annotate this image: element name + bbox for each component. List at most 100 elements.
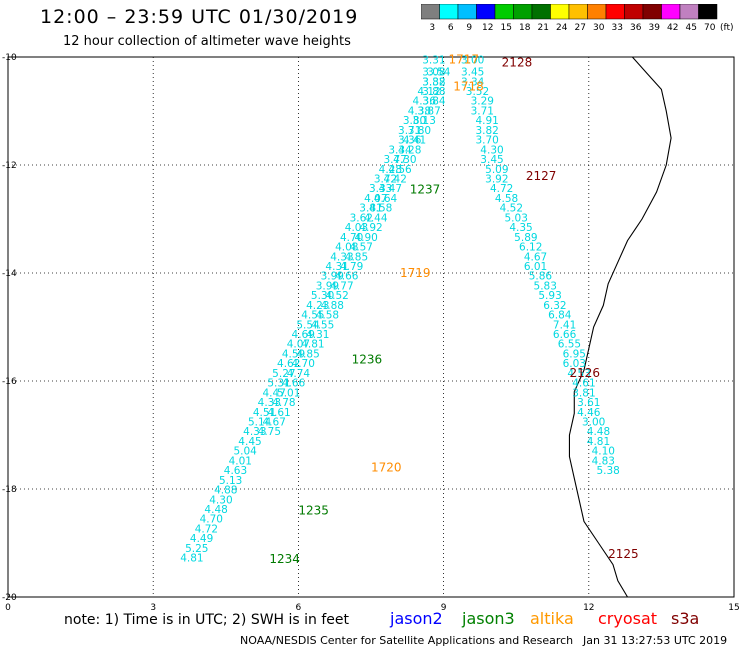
wave-height-value: 5.27 [272,368,295,380]
scale-label: 30 [593,23,605,33]
wave-height-value: 3.13 [413,115,436,127]
scale-label: 15 [501,23,512,33]
wave-height-value: 4.31 [325,261,348,273]
wave-height-value: 6.95 [563,348,586,360]
wave-height-value: 3.99 [321,271,344,283]
pass-label: 2126 [569,366,600,380]
chart-subtitle: 12 hour collection of altimeter wave hei… [63,34,351,49]
wave-height-value: 5.83 [534,280,557,292]
wave-height-value: 4.66 [282,378,306,390]
wave-height-value: 4.74 [287,368,311,380]
wave-height-value: 4.88 [214,485,237,497]
wave-height-value: 3.00 [582,417,605,429]
satellite-legend-altika: altika [530,609,574,628]
scale-label: 45 [686,23,697,33]
wave-height-value: 5.03 [505,212,528,224]
y-tick-label: -14 [2,269,17,279]
wave-height-value: 4.85 [345,251,368,263]
wave-height-value: 3.31 [422,55,445,67]
footer-timestamp: Jan 31 13:27:53 UTC 2019 [583,634,728,647]
wave-height-value: 3.00 [461,55,484,67]
pass-label: 1236 [352,352,383,366]
wave-height-value: 3.54 [427,67,451,79]
wave-height-value: 4.41 [403,135,426,147]
scale-label: 33 [612,23,623,33]
wave-height-value: 4.83 [592,455,615,467]
pass-label: 1718 [453,80,484,94]
wave-height-value: 5.01 [277,387,300,399]
wave-height-value: 3.82 [475,125,498,137]
wave-height-value: 6.66 [553,329,577,341]
wave-height-value: 4.23 [306,300,329,312]
x-tick-label: 15 [728,603,739,613]
wave-height-value: 5.86 [529,271,553,283]
wave-height-value: 3.38 [422,76,445,88]
wave-height-value: 4.70 [200,514,223,526]
wave-height-value: 6.84 [548,310,572,322]
x-tick-label: 9 [441,603,447,613]
wave-height-value: 4.78 [272,397,295,409]
wave-height-value: 4.67 [524,251,547,263]
wave-height-value: 4.12 [417,86,440,98]
wave-height-value: 4.70 [292,358,315,370]
wave-height-value: 3.34 [388,144,412,156]
wave-height-value: 3.71 [471,105,494,117]
wave-height-value: 4.33 [258,397,281,409]
wave-height-value: 4.56 [388,164,412,176]
wave-height-value: 3.72 [374,174,397,186]
wave-height-value: 4.33 [330,251,353,263]
scale-label: 3 [429,23,435,33]
scale-bin [698,4,718,20]
pass-label: 1717 [448,53,479,67]
satellite-legend-jason3: jason3 [462,609,515,628]
wave-height-value: 3.92 [485,174,508,186]
scale-unit: (ft) [720,23,734,33]
pass-label: 2128 [502,55,533,69]
coastline [568,56,672,598]
wave-height-value: 3.71 [398,125,421,137]
wave-height-value: 4.38 [408,105,431,117]
wave-height-value: 4.90 [354,232,377,244]
wave-height-value: 6.55 [558,339,581,351]
wave-height-value: 3.80 [403,115,426,127]
wave-height-value: 5.04 [233,446,257,458]
x-tick-label: 0 [5,603,11,613]
wave-height-value: 3.36 [398,135,422,147]
wave-height-value: 5.13 [219,475,242,487]
wave-height-value: 4.57 [350,242,373,254]
wave-height-value: 3.82 [422,76,445,88]
wave-height-value: 3.45 [461,67,484,79]
scale-label: 18 [519,23,531,33]
wave-height-value: 4.44 [364,212,388,224]
color-scale-legend: 3 6 9 12 15 18 21 24 27 30 33 36 39 42 45 70 (ft) [421,4,734,33]
wave-height-value: 4.42 [384,174,407,186]
wave-height-value: 3.88 [422,86,445,98]
x-tick-label: 12 [583,603,594,613]
wave-height-value: 4.48 [204,504,227,516]
wave-height-value: 3.81 [359,203,382,215]
pass-label: 1237 [410,182,441,196]
pass-label: 1719 [400,266,431,280]
scale-label: 39 [649,23,661,33]
wave-height-value: 4.67 [263,417,286,429]
wave-height-value: 4.55 [301,310,324,322]
wave-height-value: 5.31 [267,378,290,390]
wave-height-value: 4.47 [379,183,402,195]
wave-height-value: 4.79 [340,261,363,273]
wave-height-value: 7.41 [553,319,576,331]
wave-height-value: 5.14 [248,417,272,429]
wave-height-value: 3.52 [466,86,489,98]
wave-height-value: 4.81 [301,339,324,351]
wave-height-value: 4.07 [364,193,387,205]
y-tick-label: -10 [2,53,17,63]
wave-height-value: 4.69 [292,329,315,341]
wave-height-value: 4.58 [369,203,392,215]
wave-height-value: 4.70 [340,232,363,244]
wave-height-value: 6.12 [519,242,542,254]
wave-height-value: 4.31 [306,329,329,341]
wave-height-value: 4.64 [374,193,398,205]
wave-height-value: 4.66 [335,271,359,283]
scale-label: 24 [556,23,568,33]
scale-label: 6 [448,23,454,33]
wave-height-value: 3.29 [471,96,494,108]
